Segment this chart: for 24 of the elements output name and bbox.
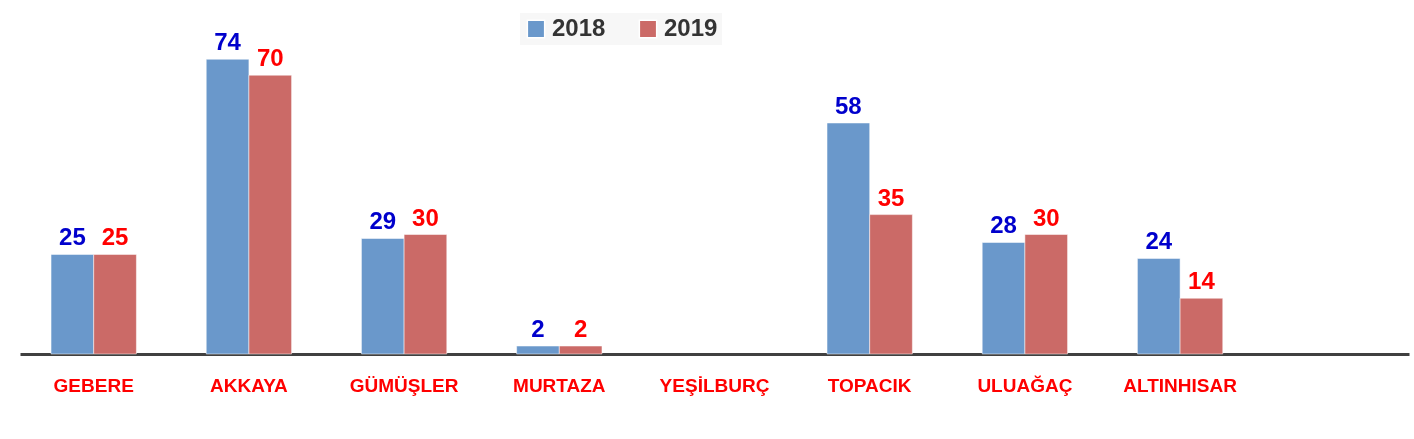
data-label: 30 — [412, 203, 439, 231]
data-label: 25 — [59, 223, 86, 251]
data-label: 74 — [214, 28, 242, 56]
data-label: 2 — [573, 315, 588, 343]
x-tick-label: AKKAYA — [210, 374, 289, 396]
x-tick-label: GÜMÜŞLER — [349, 374, 459, 396]
x-tick-label: ALTINHISAR — [1123, 374, 1238, 396]
data-label: 25 — [101, 223, 129, 251]
x-tick-label: YEŞİLBURÇ — [659, 374, 770, 396]
data-label: 2 — [531, 315, 545, 343]
data-label: 70 — [256, 44, 284, 72]
x-tick-label: MURTAZA — [513, 374, 606, 396]
data-label: 28 — [990, 211, 1017, 239]
data-label: 29 — [369, 207, 397, 235]
data-label: 35 — [877, 183, 905, 211]
x-tick-label: TOPACIK — [827, 374, 912, 396]
x-tick-label: ULUAĞAÇ — [977, 374, 1073, 396]
x-tick-label: GEBERE — [53, 374, 134, 396]
legend-label: 2019 — [664, 14, 718, 41]
data-label: 24 — [1145, 227, 1173, 255]
legend-label: 2018 — [552, 14, 606, 41]
data-label: 30 — [1032, 203, 1060, 231]
data-label: 14 — [1188, 267, 1216, 295]
data-label: 58 — [835, 91, 862, 119]
